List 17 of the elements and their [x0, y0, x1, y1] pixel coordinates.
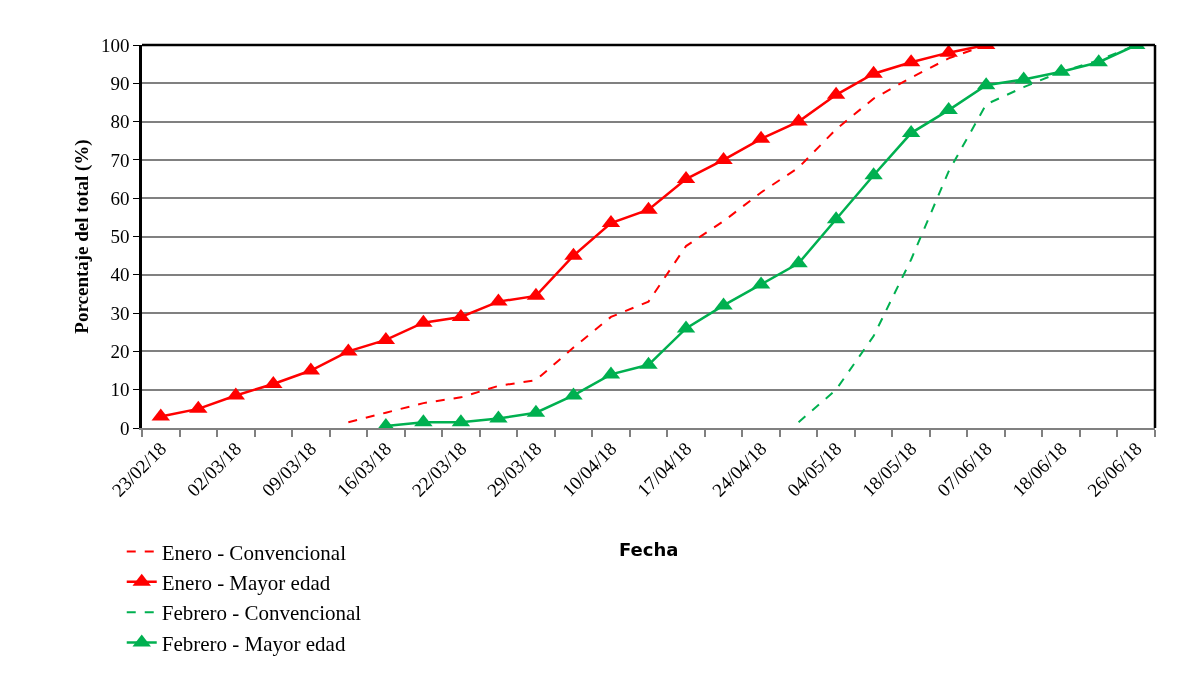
y-tick-label: 70 — [110, 149, 130, 171]
y-tick-label: 0 — [119, 417, 130, 439]
y-tick-label: 30 — [110, 302, 130, 324]
legend-label: Febrero - Convencional — [161, 601, 362, 626]
y-tick-label: 50 — [110, 226, 130, 248]
legend-label: Enero - Mayor edad — [161, 571, 331, 596]
y-tick-label: 20 — [110, 341, 130, 363]
x-axis-title: Fecha — [619, 539, 679, 560]
y-tick-label: 40 — [110, 264, 130, 286]
legend-label: Febrero - Mayor edad — [161, 631, 346, 656]
y-axis-title: Porcentaje del total (%) — [70, 139, 93, 334]
y-tick-label: 80 — [110, 111, 130, 133]
y-tick-label: 90 — [110, 72, 130, 94]
y-tick-label: 10 — [110, 379, 130, 401]
y-tick-label: 60 — [110, 187, 130, 209]
y-tick-label: 100 — [100, 34, 130, 56]
legend-label: Enero - Convencional — [161, 540, 347, 565]
